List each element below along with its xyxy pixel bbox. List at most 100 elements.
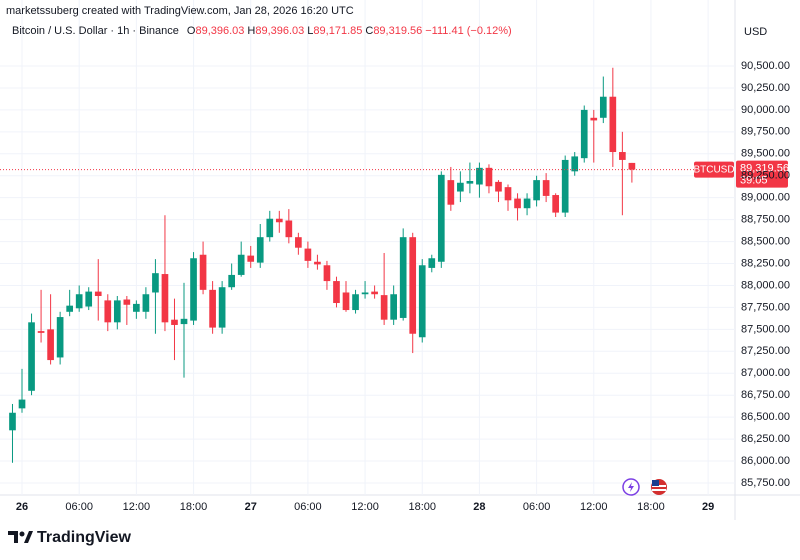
logo-mark (19, 531, 25, 537)
legend-key: C (365, 25, 373, 37)
currency[interactable]: USD (744, 26, 767, 38)
x-tick-label: 06:00 (294, 501, 322, 513)
candle-body (228, 274, 235, 288)
header-credit: marketssuberg created with TradingView.c… (6, 5, 354, 17)
y-tick-label: 87,250.00 (741, 345, 790, 357)
candle-body (266, 218, 274, 238)
candle-body (113, 300, 121, 323)
logo-mark (24, 531, 33, 543)
candle-body (256, 237, 264, 263)
legend-value: 89,319.56 (373, 25, 422, 37)
candle-body (209, 289, 216, 328)
candle-body (514, 198, 521, 209)
candles (9, 67, 636, 463)
candle-body (390, 294, 397, 320)
y-tick-label: 88,250.00 (741, 257, 790, 269)
candle-body (533, 180, 540, 201)
candle-body (275, 218, 283, 223)
y-tick-label: 90,500.00 (741, 60, 790, 72)
candle-body (247, 255, 255, 262)
candle-body (409, 237, 417, 334)
candle-body (571, 156, 579, 172)
legend-key: H (247, 25, 255, 37)
candle-body (18, 399, 26, 409)
x-tick-label: 06:00 (65, 501, 93, 513)
y-tick-label: 86,000.00 (741, 455, 790, 467)
candle-body (47, 329, 54, 361)
legend-key: L (307, 25, 313, 37)
legend-value: 89,396.03 (195, 25, 244, 37)
y-tick-label: 86,500.00 (741, 411, 790, 423)
event-icon-bolt (628, 482, 634, 492)
candle-body (428, 258, 436, 268)
candle-body (56, 317, 64, 358)
candle-body (304, 248, 312, 261)
x-tick-label: 12:00 (580, 501, 608, 513)
brand[interactable]: TradingView (37, 529, 132, 546)
candle-body (28, 322, 35, 391)
flag-stripe (652, 489, 666, 491)
candle-body (542, 180, 550, 196)
x-tick-label: 29 (702, 501, 714, 513)
symbol-title: Bitcoin / U.S. Dollar · 1h · Binance (12, 25, 179, 37)
candle-body (619, 152, 626, 160)
legend-change: −111.41 (−0.12%) (425, 25, 511, 37)
candle-body (323, 265, 331, 282)
candle-body (580, 109, 588, 159)
candle-body (133, 303, 140, 312)
y-tick-label: 89,250.00 (741, 170, 790, 182)
y-tick-label: 88,500.00 (741, 235, 790, 247)
flag-canton (652, 480, 659, 486)
brand-logo[interactable] (8, 531, 33, 543)
candle-body (199, 254, 207, 290)
countdown: 39:05 (740, 175, 768, 187)
candle-body (333, 281, 340, 304)
x-tick-label: 26 (16, 501, 28, 513)
candle-body (523, 198, 531, 209)
candle-body (504, 187, 512, 201)
y-tick-label: 86,750.00 (741, 389, 790, 401)
candle-body (161, 274, 169, 323)
candle-body (437, 174, 445, 262)
candle-body (361, 292, 369, 295)
candle-body (237, 254, 245, 275)
y-tick-label: 87,000.00 (741, 367, 790, 379)
candle-body (352, 294, 359, 311)
candle-body (342, 292, 350, 311)
x-tick-label: 18:00 (637, 501, 665, 513)
candle-body (418, 265, 426, 338)
symbol-tag-label: BTCUSD (693, 164, 734, 175)
candle-body (152, 273, 159, 293)
price-tag (736, 160, 788, 188)
candle-body (590, 117, 598, 121)
candle-body (285, 220, 293, 238)
candle-body (466, 180, 474, 184)
y-tick-label: 88,750.00 (741, 214, 790, 226)
candle-body (495, 181, 502, 192)
candle-body (380, 295, 388, 320)
x-tick-label: 18:00 (408, 501, 436, 513)
candle-body (399, 237, 407, 318)
candle-body (85, 291, 93, 307)
candle-body (561, 159, 569, 213)
x-tick-label: 18:00 (180, 501, 208, 513)
candle-body (75, 294, 83, 309)
y-tick-label: 88,000.00 (741, 279, 790, 291)
currency-box[interactable] (738, 23, 796, 41)
candle-body (457, 182, 464, 192)
candle-body (485, 167, 493, 187)
candle-body (104, 300, 112, 323)
candle-body (37, 331, 45, 333)
candle-body (295, 237, 302, 248)
candle-body (552, 195, 559, 213)
candle-body (190, 258, 197, 321)
candle-body (314, 261, 321, 265)
candle-body (476, 167, 483, 185)
y-tick-label: 89,500.00 (741, 148, 790, 160)
x-tick-label: 12:00 (123, 501, 151, 513)
y-tick-label: 90,000.00 (741, 104, 790, 116)
legend-value: 89,396.03 (255, 25, 304, 37)
